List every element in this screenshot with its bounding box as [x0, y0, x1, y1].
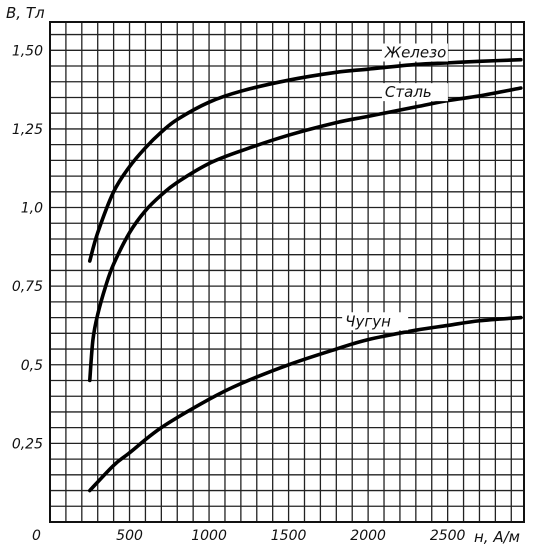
y-tick-label: 0,25 — [12, 436, 43, 452]
x-axis-label: н, А/м — [474, 528, 520, 546]
origin-label: 0 — [32, 528, 41, 544]
x-tick-label: 1000 — [191, 528, 227, 544]
y-tick-label: 1,0 — [21, 201, 43, 217]
series-line — [87, 86, 523, 383]
series-label: Сталь — [385, 83, 432, 101]
series-label: Чугун — [345, 312, 391, 330]
series-line — [87, 315, 523, 493]
x-tick-label: 1500 — [271, 528, 307, 544]
series-labels: Железо Сталь Чугун — [342, 43, 448, 331]
chart-ticks: 500 1000 1500 2000 2500 0,25 0,5 0,75 1,0 1,25 1,5… — [12, 43, 466, 544]
series-label: Железо — [384, 44, 446, 62]
plot-border — [49, 21, 525, 523]
series-label-background — [381, 83, 448, 102]
chart-curves — [87, 57, 523, 493]
chart-frame — [49, 21, 525, 523]
chart-grid — [50, 22, 524, 522]
y-tick-label: 1,25 — [12, 122, 43, 138]
x-tick-label: 500 — [116, 528, 143, 544]
series-line — [87, 57, 523, 263]
x-tick-label: 2500 — [430, 528, 466, 544]
y-tick-label: 1,50 — [12, 43, 43, 59]
y-tick-label: 0,75 — [12, 279, 43, 295]
series-label-background — [342, 312, 409, 331]
series-label-background — [381, 43, 448, 62]
y-tick-label: 0,5 — [21, 358, 43, 374]
x-tick-label: 2000 — [350, 528, 386, 544]
y-axis-label: B, Тл — [6, 4, 45, 22]
